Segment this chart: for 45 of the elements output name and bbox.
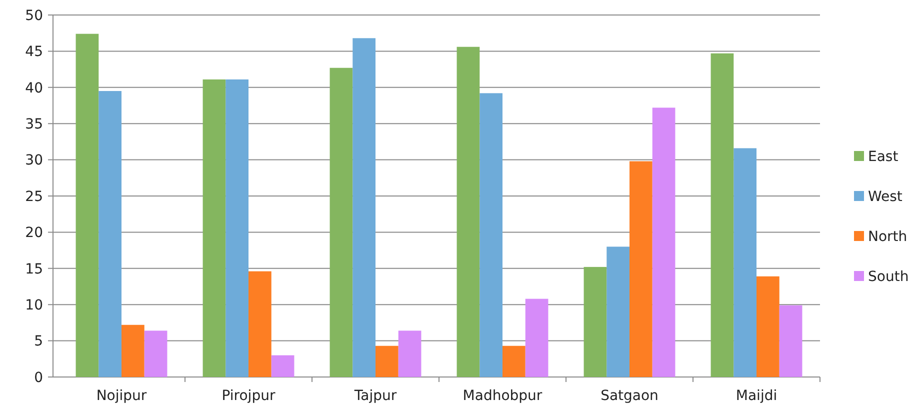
y-tick-label: 5 [34,334,43,350]
bar [330,68,353,377]
y-tick-label: 35 [25,116,43,132]
y-tick-label: 10 [25,298,43,314]
bar [779,305,802,377]
y-tick-label: 30 [25,152,43,169]
y-tick-label: 40 [25,80,43,96]
bar [502,346,526,377]
y-tick-label: 15 [25,261,43,278]
bar [525,298,548,377]
bar [76,34,99,377]
legend-label: West [868,189,903,205]
bar [480,93,502,377]
legend-label: South [868,269,909,285]
y-tick-label: 45 [25,44,43,60]
bar [352,38,376,377]
bar [734,148,756,377]
bar [376,346,398,377]
bar [98,91,122,377]
bar [652,108,676,377]
bar [398,330,422,377]
y-tick-label: 50 [25,8,43,24]
legend-label: North [868,229,908,245]
bar [456,46,480,377]
bar [202,79,226,377]
bar [756,276,780,377]
x-tick-label: Nojipur [96,388,147,404]
bar [271,355,294,377]
bar [584,266,607,377]
bar [606,246,630,377]
y-tick-label: 25 [25,188,43,205]
bar [144,330,168,377]
y-tick-label: 20 [25,225,43,242]
x-tick-label: Madhobpur [462,388,542,404]
bar [710,53,734,377]
bar [122,324,144,377]
bar [630,161,652,377]
y-tick-label: 0 [34,370,43,386]
legend-label: East [868,149,899,165]
bar [226,79,248,377]
x-tick-label: Satgaon [600,388,658,404]
x-tick-label: Maijdi [736,388,778,404]
bar [248,271,272,377]
x-tick-label: Tajpur [353,388,397,404]
x-tick-label: Pirojpur [222,388,276,404]
